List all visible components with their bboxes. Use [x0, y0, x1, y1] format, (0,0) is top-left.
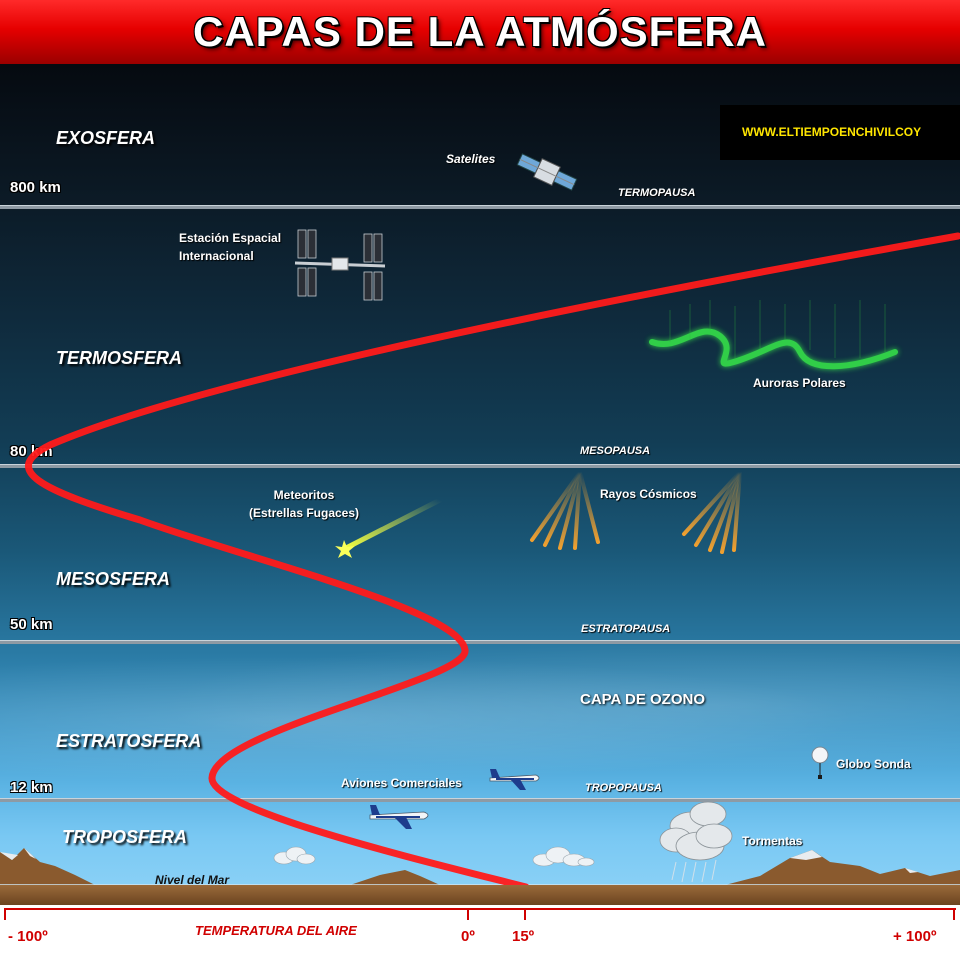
mountains-icon — [0, 848, 960, 885]
tick-plus-100 — [953, 908, 955, 920]
layer-thermosphere: TERMOSFERA — [56, 348, 182, 368]
label-ozone-layer: CAPA DE OZONO — [580, 691, 706, 708]
airliner-upper-icon — [489, 769, 540, 790]
label-meteors-line1: Meteoritos — [273, 488, 335, 502]
axis-tick-label-minus-100: - 100º — [8, 928, 48, 945]
space-station-icon — [294, 229, 386, 301]
pause-tropopausa: TROPOPAUSA — [585, 782, 662, 794]
stratopause-line — [0, 640, 960, 644]
thermopause-line — [0, 205, 960, 209]
aurora-curtain-icon — [669, 300, 886, 358]
label-meteors: Meteoritos (Estrellas Fugaces) — [244, 486, 364, 522]
tick-0 — [467, 908, 469, 920]
layer-troposphere: TROPOSFERA — [62, 827, 188, 847]
layer-stratosphere: ESTRATOSFERA — [56, 731, 202, 751]
page-title: CAPAS DE LA ATMÓSFERA — [193, 8, 767, 55]
meteor-icon — [335, 540, 355, 558]
tick-15 — [524, 908, 526, 920]
mesopause-line — [0, 464, 960, 468]
axis-tick-label-15: 15º — [512, 928, 535, 945]
label-iss-line2: Internacional — [179, 249, 254, 263]
label-meteors-line2: (Estrellas Fugaces) — [248, 506, 360, 520]
axis-tick-label-0: 0º — [461, 928, 475, 945]
axis-title: TEMPERATURA DEL AIRE — [195, 923, 357, 938]
altitude-800km: 800 km — [10, 179, 61, 196]
airliner-lower-icon — [369, 805, 429, 829]
layer-exosphere: EXOSFERA — [56, 128, 156, 148]
temperature-axis — [0, 905, 960, 957]
axis-tick-label-plus-100: + 100º — [893, 928, 937, 945]
label-storms: Tormentas — [742, 834, 803, 848]
tropopause-line — [0, 798, 960, 802]
tick-minus-100 — [4, 908, 6, 920]
label-cosmic-rays: Rayos Cósmicos — [600, 487, 697, 501]
label-auroras: Auroras Polares — [753, 376, 846, 390]
label-weather-balloon: Globo Sonda — [836, 757, 911, 771]
aurora-icon — [649, 328, 898, 370]
altitude-12km: 12 km — [10, 779, 53, 796]
ground-strip — [0, 885, 960, 905]
meteor-trail — [343, 497, 443, 551]
layer-mesosphere: MESOSFERA — [56, 569, 171, 589]
cosmic-rays-left-icon — [530, 470, 600, 550]
satellite-icon — [516, 153, 578, 191]
pause-termopausa: TERMOPAUSA — [618, 187, 696, 199]
cloud-left-icon — [273, 846, 316, 865]
website-box: WWW.ELTIEMPOENCHIVILCOY — [720, 105, 960, 160]
title-banner: CAPAS DE LA ATMÓSFERA — [0, 0, 960, 64]
label-iss-line1: Estación Espacial — [179, 231, 282, 245]
altitude-50km: 50 km — [10, 616, 53, 633]
cosmic-rays-right-icon — [682, 470, 742, 554]
label-satellites: Satelites — [446, 152, 496, 166]
pause-estratopausa: ESTRATOPAUSA — [581, 623, 671, 635]
axis-line — [4, 908, 956, 910]
label-airliners: Aviones Comerciales — [341, 776, 462, 790]
stratosphere-haze — [0, 645, 960, 795]
temperature-curve — [25, 232, 960, 891]
cloud-center-icon — [532, 846, 595, 867]
label-iss: Estación Espacial Internacional — [179, 229, 281, 265]
pause-mesopausa: MESOPAUSA — [580, 445, 651, 457]
storm-cloud-icon — [659, 801, 733, 883]
sky-background — [0, 64, 960, 904]
label-sea-level: Nivel del Mar — [155, 873, 230, 887]
website-text: WWW.ELTIEMPOENCHIVILCOY — [742, 125, 922, 139]
weather-balloon-icon — [811, 746, 829, 779]
